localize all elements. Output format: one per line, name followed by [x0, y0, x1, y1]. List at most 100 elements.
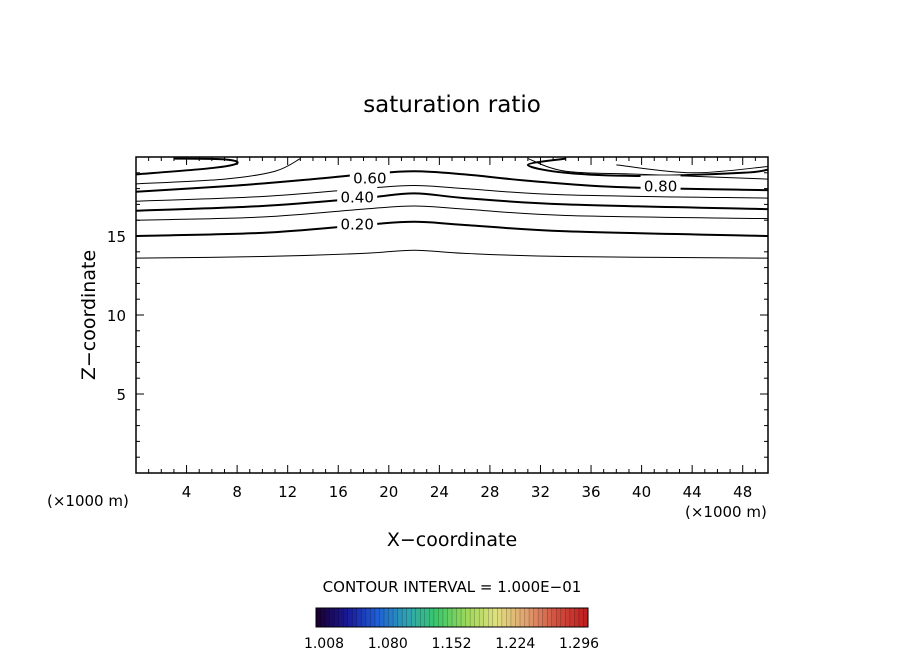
colorbar-swatch	[320, 608, 326, 627]
colorbar-frame	[315, 607, 589, 628]
colorbar-swatch	[420, 608, 426, 627]
contour-lines	[135, 157, 769, 259]
colorbar-swatch	[424, 608, 430, 627]
colorbar-swatch	[343, 608, 349, 627]
colorbar-swatch	[551, 608, 557, 627]
colorbar-swatch	[483, 608, 489, 627]
contour-label-bg-2	[337, 213, 378, 232]
x-tick-label: 12	[278, 483, 297, 501]
colorbar-swatch	[393, 608, 399, 627]
colorbar-swatch	[447, 608, 453, 627]
colorbar-swatch	[325, 608, 331, 627]
colorbar-swatch	[578, 608, 584, 627]
colorbar-swatch	[316, 608, 322, 627]
contour-line-9	[526, 157, 769, 177]
contour-line-1	[135, 220, 769, 237]
plot-frame	[135, 156, 769, 474]
contour-line-10	[616, 164, 769, 174]
colorbar-swatch	[384, 608, 390, 627]
x-tick-label: 44	[683, 483, 702, 501]
contour-label-1: 0.40	[340, 189, 373, 207]
x-tick-label: 20	[379, 483, 398, 501]
colorbar-swatch	[465, 608, 471, 627]
contour-labels: 0.600.40 0.20 0.80	[337, 167, 681, 233]
colorbar-swatch	[488, 608, 494, 627]
colorbar-swatch	[456, 608, 462, 627]
colorbar-swatch	[583, 608, 589, 627]
colorbar-swatch	[470, 608, 476, 627]
contour-label-3: 0.80	[644, 177, 677, 195]
y-axis-ticks: 5 10 15	[107, 172, 768, 458]
x-tick-label: 28	[480, 483, 499, 501]
x-axis-label: X−coordinate	[387, 529, 517, 551]
colorbar-swatch	[529, 608, 535, 627]
colorbar-swatch	[388, 608, 394, 627]
contour-line-2	[135, 205, 769, 221]
colorbar-swatch	[565, 608, 571, 627]
colorbar-swatch	[352, 608, 358, 627]
x-axis-ticks: 4 8 12 16 20 24 28 32 36 40 44 48	[148, 157, 756, 501]
x-tick-label: 8	[232, 483, 242, 501]
contour-line-7	[527, 158, 769, 180]
colorbar	[315, 607, 589, 628]
colorbar-swatch	[461, 608, 467, 627]
contour-interval-text: CONTOUR INTERVAL = 1.000E−01	[323, 578, 582, 596]
colorbar-tick-label: 1.296	[559, 636, 599, 652]
colorbar-tick-label: 1.008	[304, 636, 344, 652]
contour-label-bg-1	[337, 186, 378, 205]
colorbar-swatch	[547, 608, 553, 627]
colorbar-swatch	[406, 608, 412, 627]
colorbar-tick-label: 1.152	[431, 636, 471, 652]
colorbar-tick-label: 1.080	[368, 636, 408, 652]
contour-label-2: 0.20	[340, 215, 373, 233]
y-tick-label: 10	[107, 307, 126, 325]
contour-line-0	[135, 249, 769, 259]
colorbar-swatch	[501, 608, 507, 627]
colorbar-swatch	[556, 608, 562, 627]
colorbar-swatch	[492, 608, 498, 627]
colorbar-swatch	[474, 608, 480, 627]
y-tick-label: 15	[107, 228, 126, 246]
colorbar-swatch	[520, 608, 526, 627]
colorbar-swatch	[415, 608, 421, 627]
x-tick-label: 32	[531, 483, 550, 501]
colorbar-tick-labels: 1.008 1.080 1.152 1.224 1.296	[304, 636, 599, 652]
x-tick-label: 40	[632, 483, 651, 501]
colorbar-swatch	[347, 608, 353, 627]
colorbar-swatch	[452, 608, 458, 627]
contour-label-0: 0.60	[353, 170, 386, 188]
colorbar-swatch	[402, 608, 408, 627]
x-unit-left: (×1000 m)	[47, 492, 129, 510]
y-axis-label: Z−coordinate	[78, 250, 100, 380]
colorbar-swatch	[361, 608, 367, 627]
colorbar-swatch	[533, 608, 539, 627]
x-tick-label: 16	[329, 483, 348, 501]
contour-line-4	[135, 184, 769, 202]
colorbar-tick-label: 1.224	[495, 636, 535, 652]
x-tick-label: 48	[733, 483, 752, 501]
colorbar-swatch	[438, 608, 444, 627]
colorbar-swatch	[334, 608, 340, 627]
colorbar-swatch	[515, 608, 521, 627]
contour-label-bg-0	[349, 167, 390, 186]
colorbar-swatch	[338, 608, 344, 627]
colorbar-swatch	[379, 608, 385, 627]
colorbar-swatch	[538, 608, 544, 627]
x-unit-right: (×1000 m)	[685, 503, 767, 521]
colorbar-swatch	[569, 608, 575, 627]
colorbar-swatch	[574, 608, 580, 627]
colorbar-swatch	[510, 608, 516, 627]
colorbar-swatch	[374, 608, 380, 627]
y-tick-label: 5	[116, 386, 126, 404]
colorbar-swatch	[479, 608, 485, 627]
colorbar-swatch	[442, 608, 448, 627]
colorbar-swatch	[356, 608, 362, 627]
colorbar-swatch	[497, 608, 503, 627]
colorbar-swatch	[542, 608, 548, 627]
x-tick-label: 36	[581, 483, 600, 501]
x-tick-label: 4	[182, 483, 192, 501]
colorbar-swatch	[433, 608, 439, 627]
colorbar-swatch	[329, 608, 335, 627]
colorbar-swatch	[411, 608, 417, 627]
